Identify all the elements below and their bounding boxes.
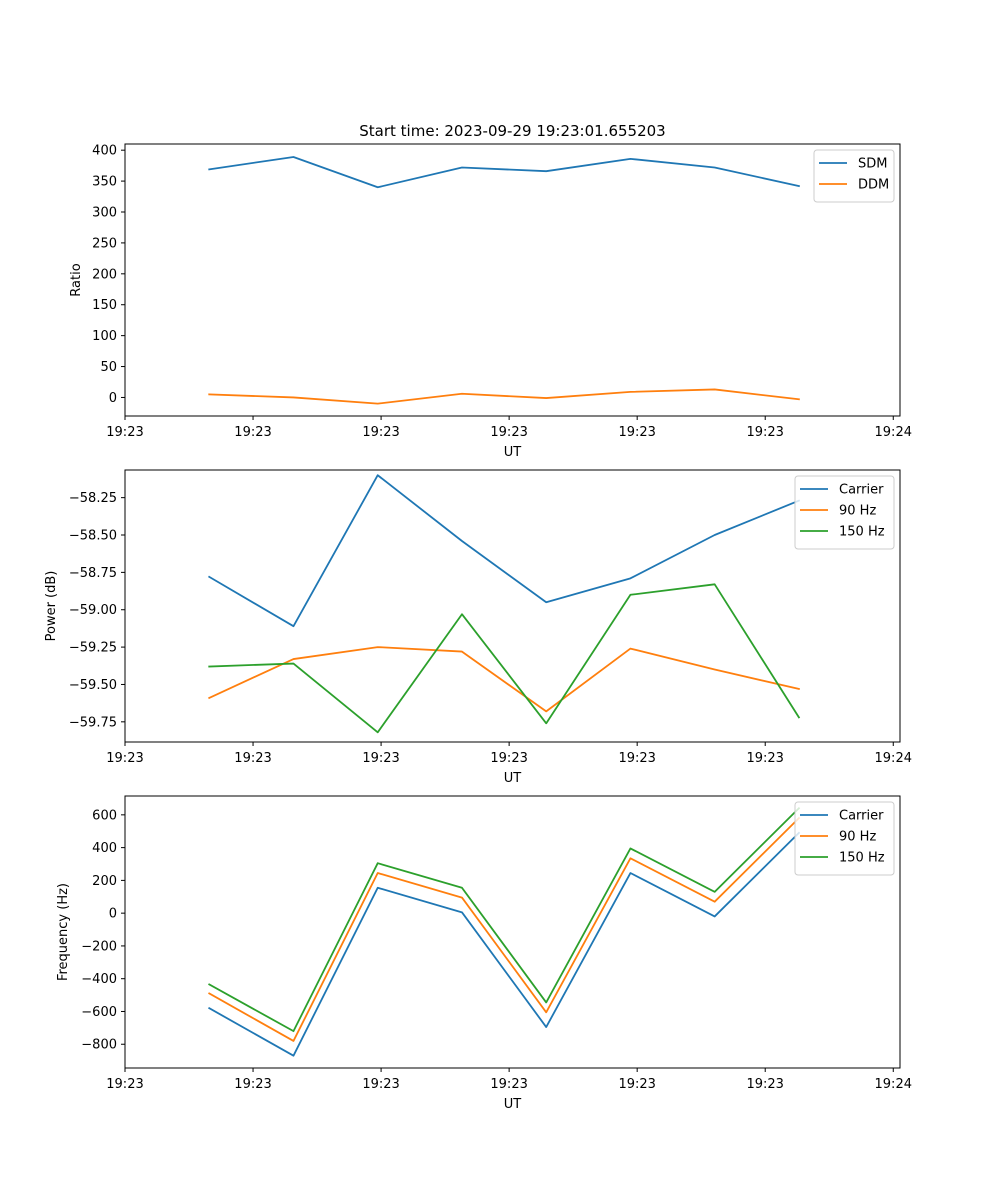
legend-label: 90 Hz: [839, 830, 876, 845]
y-tick-label: 400: [92, 144, 117, 159]
ratio-panel: 19:23 19:23 19:23 19:23 19:23 19:23 19:24 UT 0 50…: [69, 143, 912, 460]
y-tick-label: −400: [81, 972, 117, 987]
series-line: [208, 583, 801, 734]
y-tick-label: −59.25: [69, 641, 117, 656]
axes-frame: [124, 795, 901, 1069]
axes-frame: [124, 469, 901, 743]
x-tick-label: 19:23: [490, 1077, 527, 1092]
x-tick-label: 19:23: [490, 751, 527, 766]
y-tick-label: 50: [100, 360, 117, 375]
legend: Carrier 90 Hz 150 Hz: [794, 801, 895, 876]
y-tick-label: 200: [92, 874, 117, 889]
x-tick-label: 19:23: [362, 425, 399, 440]
legend-label: Carrier: [839, 483, 884, 498]
legend-label: DDM: [858, 178, 889, 193]
y-tick-label: −59.50: [69, 678, 117, 693]
x-tick-label: 19:24: [875, 425, 912, 440]
legend: SDM DDM: [813, 149, 895, 203]
x-tick-label: 19:23: [618, 751, 655, 766]
x-tick-label: 19:24: [875, 751, 912, 766]
legend-label: SDM: [858, 157, 887, 172]
y-tick-label: −59.75: [69, 715, 117, 730]
legend-label: 150 Hz: [839, 851, 885, 866]
figure-title: Start time: 2023-09-29 19:23:01.655203: [359, 122, 665, 140]
axes-frame: [124, 143, 901, 417]
x-tick-label: 19:23: [234, 751, 271, 766]
series-line: [208, 646, 800, 713]
frequency-panel: 19:23 19:23 19:23 19:23 19:23 19:23 19:24 UT −80…: [56, 795, 912, 1112]
series-line: [208, 474, 801, 628]
x-tick-label: 19:23: [490, 425, 527, 440]
x-tick-label: 19:23: [234, 425, 271, 440]
series-line: [208, 388, 800, 405]
y-tick-label: 100: [92, 329, 117, 344]
y-tick-label: −58.50: [69, 529, 117, 544]
series-line: [208, 807, 801, 1033]
y-tick-label: 350: [92, 175, 117, 190]
x-tick-label: 19:23: [618, 1077, 655, 1092]
y-tick-label: 150: [92, 298, 117, 313]
y-axis-label: Power (dB): [44, 571, 59, 642]
y-tick-label: 0: [109, 391, 117, 406]
x-tick-label: 19:23: [106, 425, 143, 440]
x-tick-label: 19:23: [362, 751, 399, 766]
legend-label: Carrier: [839, 809, 884, 824]
x-tick-label: 19:23: [106, 751, 143, 766]
x-tick-label: 19:23: [234, 1077, 271, 1092]
series-line: [208, 156, 800, 189]
y-tick-label: 0: [109, 907, 117, 922]
x-tick-label: 19:23: [746, 751, 783, 766]
legend-label: 150 Hz: [839, 525, 885, 540]
x-axis-label: UT: [504, 771, 522, 786]
series-line: [208, 831, 801, 1057]
x-axis-label: UT: [504, 445, 522, 460]
y-tick-label: 200: [92, 267, 117, 282]
y-axis-label: Frequency (Hz): [56, 883, 71, 981]
x-axis-label: UT: [504, 1097, 522, 1112]
y-tick-label: 300: [92, 206, 117, 221]
y-axis-label: Ratio: [69, 263, 84, 296]
x-tick-label: 19:23: [746, 1077, 783, 1092]
legend-label: 90 Hz: [839, 504, 876, 519]
y-tick-label: −59.00: [69, 603, 117, 618]
x-tick-label: 19:23: [746, 425, 783, 440]
y-tick-label: 250: [92, 236, 117, 251]
x-tick-label: 19:24: [875, 1077, 912, 1092]
x-tick-label: 19:23: [362, 1077, 399, 1092]
y-tick-label: 600: [92, 808, 117, 823]
x-tick-label: 19:23: [106, 1077, 143, 1092]
legend: Carrier 90 Hz 150 Hz: [794, 475, 895, 550]
y-tick-label: 400: [92, 841, 117, 856]
y-tick-label: −58.25: [69, 491, 117, 506]
y-tick-label: −58.75: [69, 566, 117, 581]
y-tick-label: −800: [81, 1038, 117, 1053]
x-tick-label: 19:23: [618, 425, 655, 440]
series-line: [208, 816, 801, 1042]
y-tick-label: −600: [81, 1005, 117, 1020]
y-tick-label: −200: [81, 939, 117, 954]
power-panel: 19:23 19:23 19:23 19:23 19:23 19:23 19:24 UT −59…: [44, 469, 912, 786]
